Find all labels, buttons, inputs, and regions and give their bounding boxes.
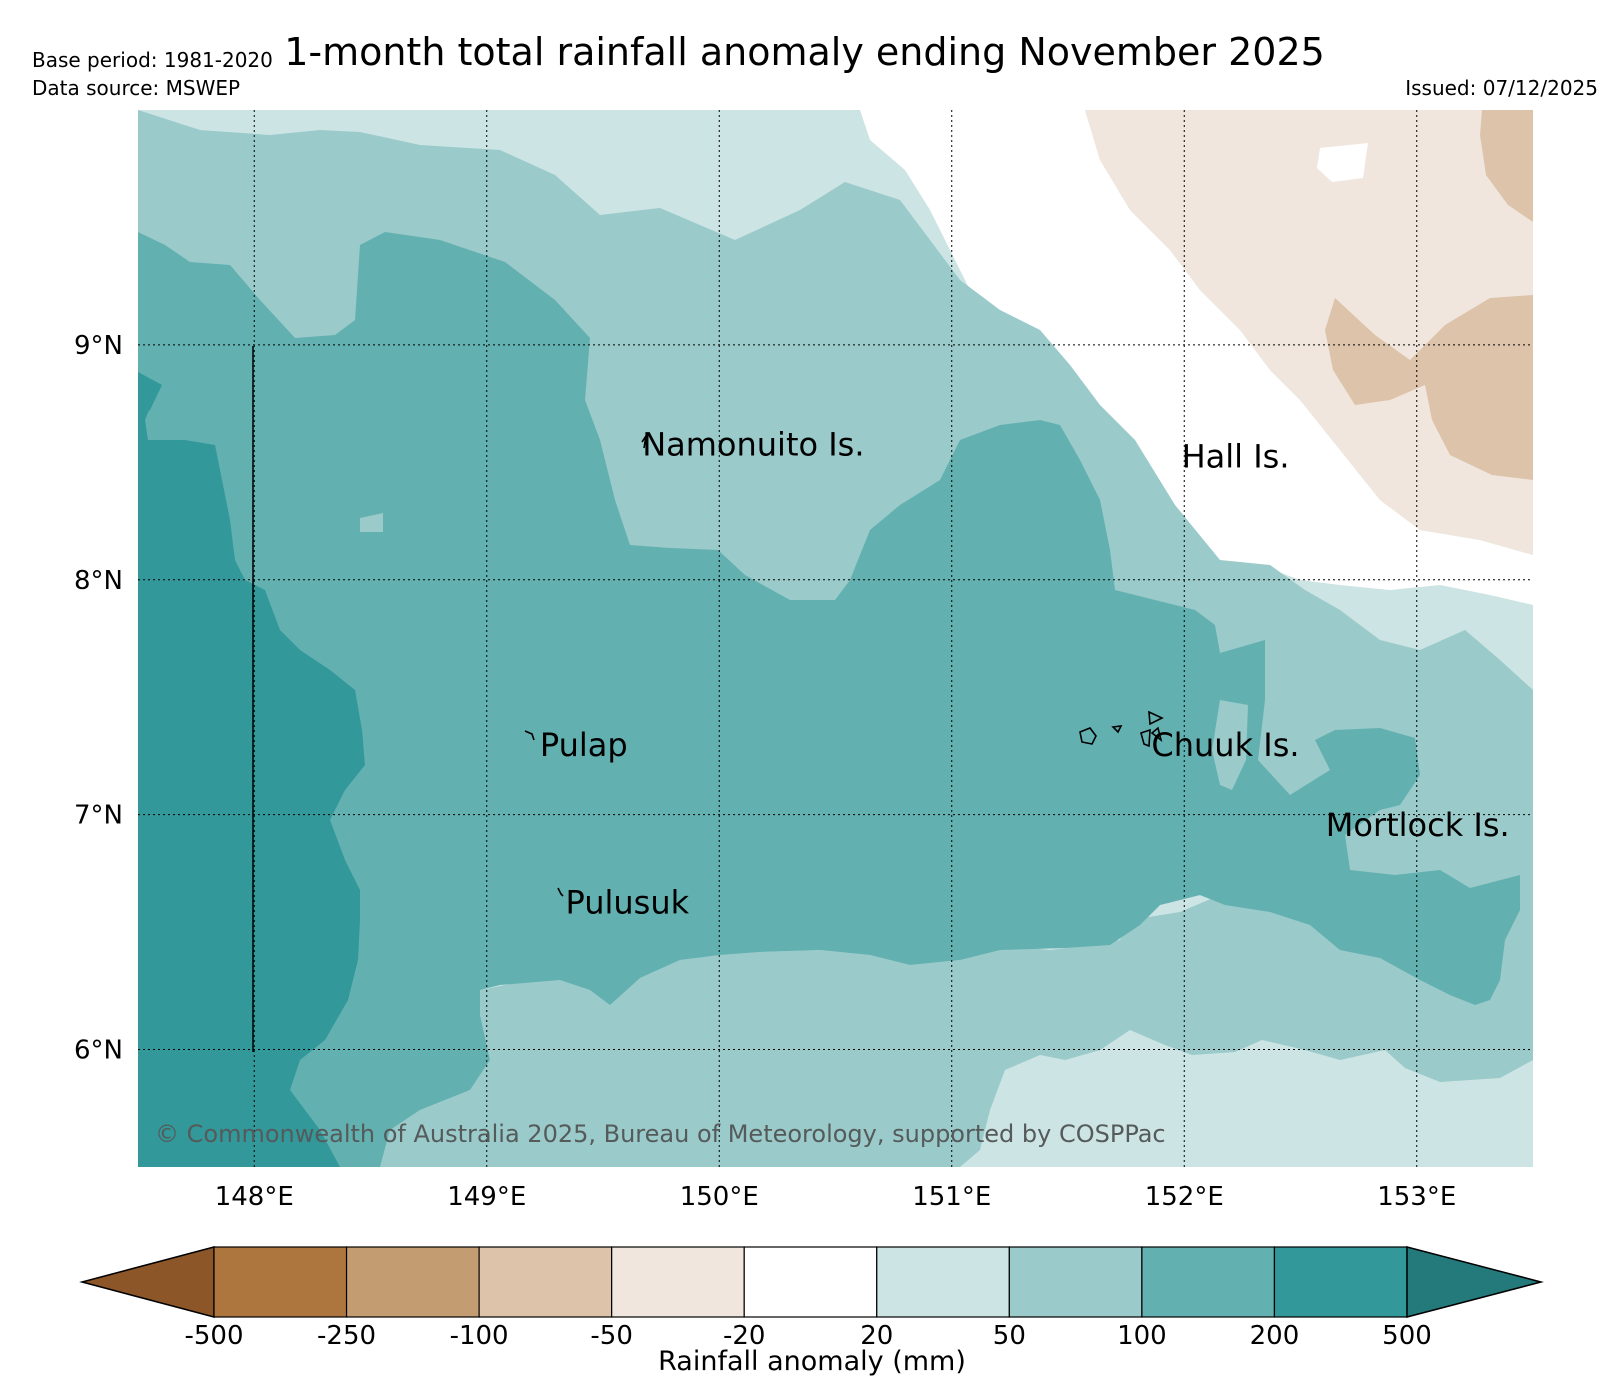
colorbar-tick-label: -250 xyxy=(317,1321,376,1351)
base-period: Base period: 1981-2020 xyxy=(32,48,273,72)
colorbar-bin xyxy=(743,1246,878,1318)
band-neg50-neg20 xyxy=(1085,110,1533,555)
map-title: 1-month total rainfall anomaly ending No… xyxy=(284,30,1325,74)
lat-axis: 9°N 8°N 7°N 6°N xyxy=(74,331,123,1066)
colorbar-tick-label: 20 xyxy=(860,1321,893,1351)
band-200-500-edge xyxy=(138,372,162,420)
band-50-100-speck xyxy=(360,513,383,532)
colorbar-bin xyxy=(345,1246,480,1318)
colorbar-bin xyxy=(478,1246,613,1318)
colorbar-tick-label: 100 xyxy=(1117,1321,1167,1351)
place-label: Hall Is. xyxy=(1182,437,1290,475)
colorbar-label: Rainfall anomaly (mm) xyxy=(658,1346,966,1377)
chuuk-island-2 xyxy=(1079,727,1097,745)
data-source: Data source: MSWEP xyxy=(32,76,241,100)
gridlines xyxy=(138,110,1533,1167)
lat-tick-label: 7°N xyxy=(74,801,123,831)
band-200-500 xyxy=(138,372,365,1167)
namonuito-atoll xyxy=(641,435,647,449)
place-labels: Namonuito Is. Hall Is. Pulap Chuuk Is. Mortl… xyxy=(540,426,1510,922)
colorbar-tick-label: -50 xyxy=(590,1321,632,1351)
colorbar-bin xyxy=(876,1246,1010,1318)
pulusuk-atoll xyxy=(557,887,564,897)
band-neg20-20 xyxy=(860,110,1533,605)
band-neg100-neg50-b xyxy=(1325,295,1533,480)
lon-tick-label: 153°E xyxy=(1377,1182,1456,1212)
colorbar-bin xyxy=(213,1246,348,1318)
island-outlines xyxy=(524,435,1164,897)
lon-tick-label: 151°E xyxy=(912,1182,991,1212)
colorbar-extend-high xyxy=(1406,1246,1544,1318)
chuuk-island-3 xyxy=(1111,725,1123,734)
place-label: Pulusuk xyxy=(565,884,689,922)
place-label: Mortlock Is. xyxy=(1326,806,1510,844)
lon-tick-label: 152°E xyxy=(1145,1182,1224,1212)
place-label: Namonuito Is. xyxy=(642,426,864,464)
lat-tick-label: 6°N xyxy=(74,1036,123,1066)
band-100-200 xyxy=(138,232,1520,1167)
anomaly-field xyxy=(138,110,1533,1167)
colorbar-bin xyxy=(1008,1246,1143,1318)
chuuk-island-5 xyxy=(1150,726,1163,743)
lon-axis: 148°E 149°E 150°E 151°E 152°E 153°E xyxy=(215,1182,1457,1212)
lat-tick-label: 9°N xyxy=(74,331,123,361)
colorbar-tick-label: 50 xyxy=(993,1321,1026,1351)
place-label: Pulap xyxy=(540,726,628,764)
colorbar-tick-label: -20 xyxy=(723,1321,765,1351)
colorbar-tick-label: 500 xyxy=(1382,1321,1432,1351)
band-50-100-pocket xyxy=(1212,700,1248,790)
dry-pocket xyxy=(1317,143,1368,182)
chuuk-island-4 xyxy=(1140,728,1151,748)
colorbar-bin xyxy=(611,1246,745,1318)
issued-date: Issued: 07/12/2025 xyxy=(1405,76,1598,100)
lat-tick-label: 8°N xyxy=(74,566,123,596)
colorbar-tick-label: 200 xyxy=(1250,1321,1300,1351)
band-neg100-neg50-a xyxy=(1480,110,1533,222)
colorbar-extend-low xyxy=(79,1246,215,1318)
colorbar-bin xyxy=(1273,1246,1408,1318)
pulap-atoll xyxy=(524,730,535,741)
place-label: Chuuk Is. xyxy=(1151,726,1299,764)
chuuk-island-1 xyxy=(1148,710,1164,726)
lon-tick-label: 150°E xyxy=(680,1182,759,1212)
copyright: © Commonwealth of Australia 2025, Bureau… xyxy=(155,1120,1166,1148)
colorbar-tick-label: -100 xyxy=(450,1321,509,1351)
colorbar: -500 -250 -100 -50 -20 20 50 100 200 500 xyxy=(79,1246,1544,1351)
colorbar-bin xyxy=(1141,1246,1276,1318)
lon-tick-label: 148°E xyxy=(215,1182,294,1212)
colorbar-tick-label: -500 xyxy=(184,1321,243,1351)
lon-tick-label: 149°E xyxy=(447,1182,526,1212)
